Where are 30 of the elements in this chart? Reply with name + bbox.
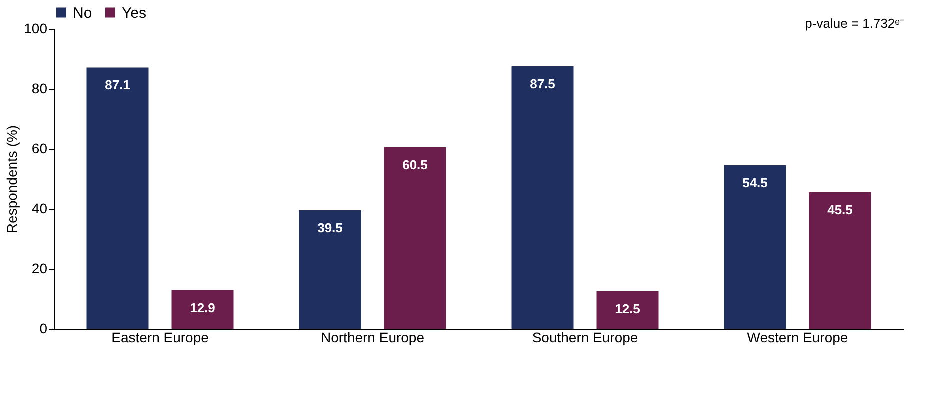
- legend-label: No: [73, 4, 92, 22]
- x-tick-label: Eastern Europe: [112, 330, 210, 346]
- y-tick-label: 80: [32, 80, 48, 96]
- bar: [724, 166, 786, 329]
- bar: [512, 66, 574, 329]
- data-label: 54.5: [742, 176, 768, 190]
- bar: [384, 148, 446, 329]
- y-axis-title: Respondents (%): [4, 125, 20, 234]
- data-label: 87.5: [530, 76, 556, 92]
- y-tick-label: 60: [32, 140, 48, 156]
- bar: [299, 210, 362, 329]
- x-tick-label: Southern Europe: [532, 330, 638, 346]
- x-tick-label: Northern Europe: [320, 330, 425, 346]
- data-label: 87.1: [105, 78, 130, 93]
- bar: [86, 68, 149, 329]
- data-label: 39.5: [318, 220, 343, 236]
- y-tick-label: 40: [32, 200, 48, 216]
- bar: [809, 192, 872, 329]
- legend-label: Yes: [122, 4, 146, 22]
- x-tick-label: Western Europe: [747, 330, 848, 346]
- y-tick-label: 100: [24, 20, 48, 36]
- y-tick-label: 0: [40, 320, 48, 336]
- bar: [172, 290, 234, 329]
- data-label: 60.5: [402, 158, 428, 172]
- y-tick-label: 20: [32, 260, 48, 276]
- data-label: 12.9: [190, 300, 216, 316]
- data-label: 45.5: [828, 202, 853, 218]
- annotation: p-value = 1.732ᵉ⁻: [805, 16, 904, 31]
- bar: [596, 292, 659, 329]
- data-label: 12.5: [615, 302, 640, 316]
